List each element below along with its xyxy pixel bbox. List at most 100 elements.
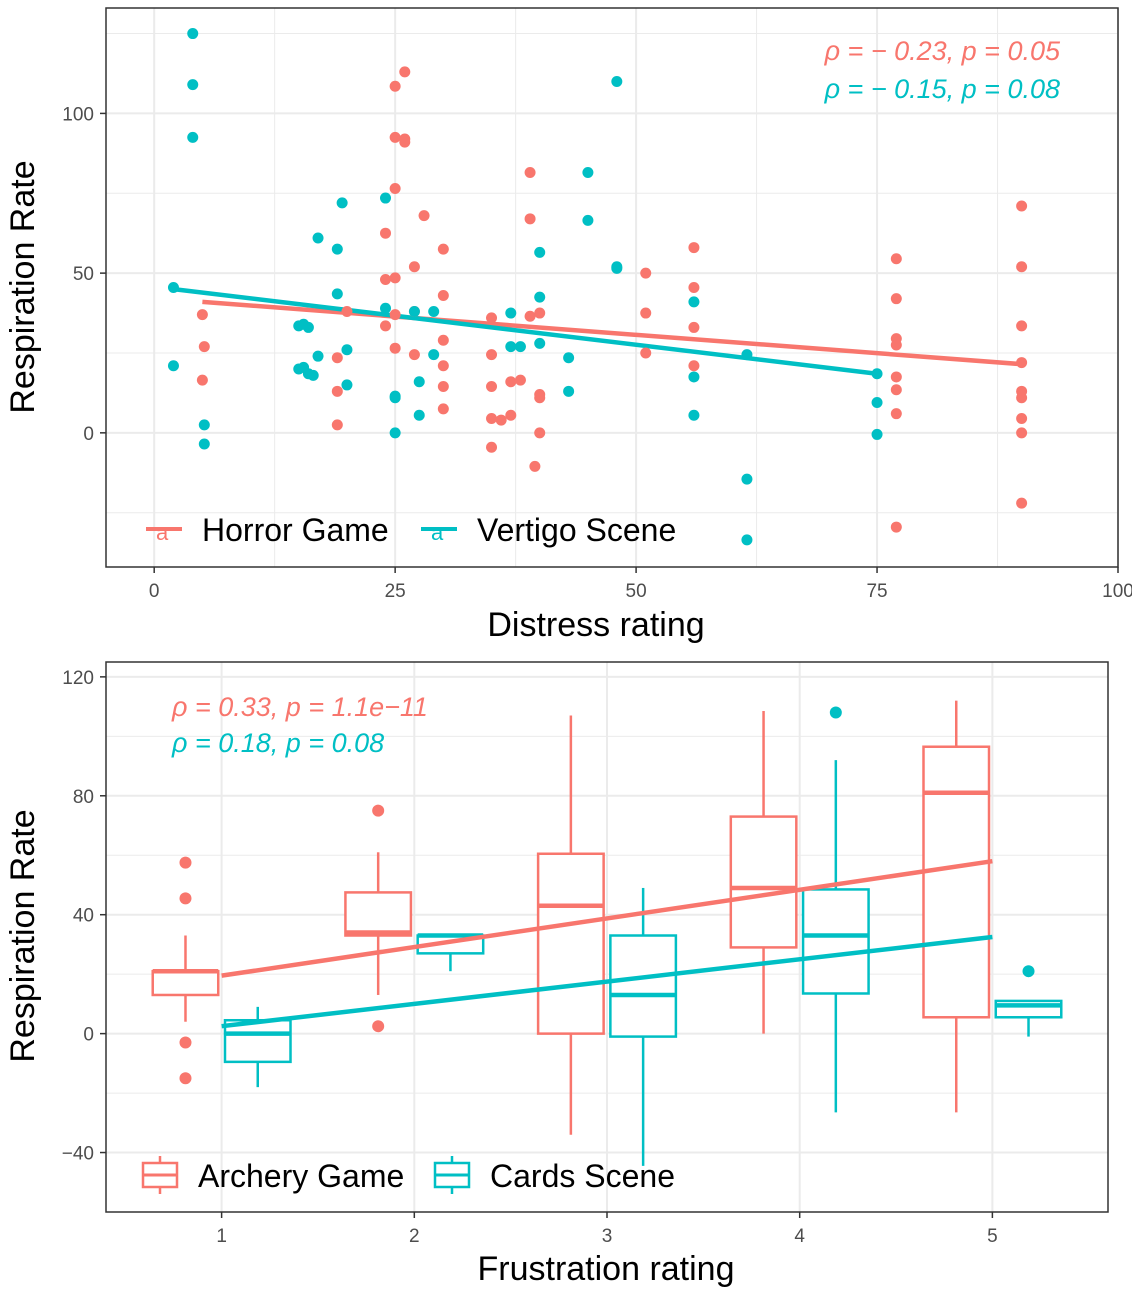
point-vertigo (380, 302, 392, 314)
point-horror (890, 408, 902, 420)
scatter-y-axis-title: Respiration Rate (4, 160, 42, 413)
point-horror (1016, 392, 1028, 404)
point-vertigo (187, 79, 199, 91)
scatter-y-tick-label: 0 (83, 424, 94, 445)
point-horror (331, 419, 343, 431)
annotation-horror-rho: ρ = − 0.23, (824, 36, 962, 66)
point-horror (486, 441, 498, 453)
point-horror (331, 352, 343, 364)
box-archery-iqr (729, 815, 798, 949)
box-archery-outlier (179, 856, 192, 869)
point-vertigo (341, 344, 353, 356)
scatter-annotations: ρ = − 0.23, p = 0.05 ρ = − 0.15, p = 0.0… (824, 36, 1061, 104)
point-vertigo (167, 282, 179, 293)
point-vertigo (341, 379, 353, 391)
point-horror (524, 167, 536, 179)
box-x-tick-label: 1 (216, 1226, 227, 1247)
point-horror (505, 376, 517, 388)
point-vertigo (428, 305, 440, 317)
point-vertigo (514, 341, 526, 353)
legend-label-archery: Archery Game (198, 1158, 404, 1194)
point-vertigo (389, 392, 401, 404)
point-horror (389, 182, 401, 194)
annotation-vertigo-p: p = 0.08 (961, 74, 1060, 104)
box-y-tick-label: 120 (62, 668, 94, 689)
point-vertigo (198, 438, 210, 450)
point-vertigo (534, 246, 546, 258)
point-horror (890, 339, 902, 351)
point-horror (331, 385, 343, 397)
point-horror (196, 374, 208, 386)
point-horror (688, 360, 700, 372)
box-archery-outlier (179, 1036, 192, 1049)
point-horror (890, 521, 902, 533)
point-vertigo (413, 409, 425, 421)
scatter-x-tick-label: 100 (1102, 581, 1132, 602)
point-horror (534, 307, 546, 319)
point-horror (1016, 412, 1028, 424)
point-horror (408, 349, 420, 361)
box-archery-outlier (179, 1072, 192, 1085)
point-vertigo (307, 369, 319, 381)
point-vertigo (582, 167, 594, 179)
box-x-tick-label: 2 (409, 1226, 420, 1247)
annotation-archery-p: p = 1.1e−11 (285, 692, 428, 722)
point-horror (418, 210, 430, 222)
point-horror (380, 320, 392, 332)
box-panel: 1 2 3 4 5 −40 0 40 80 120 ρ = 0.33, p = 1.1e−11 ρ… (4, 661, 1109, 1288)
box-archery-iqr (536, 852, 605, 1035)
point-vertigo (611, 262, 623, 274)
box-cards-outlier (1022, 965, 1035, 978)
annotation-archery: ρ = 0.33, p = 1.1e−11 (171, 692, 428, 722)
legend-key-horror-glyph: a (156, 520, 169, 545)
box-y-axis-title: Respiration Rate (4, 809, 42, 1062)
point-vertigo (413, 376, 425, 388)
point-horror (890, 253, 902, 265)
point-horror (486, 312, 498, 324)
box-cards-iqr (801, 888, 870, 995)
point-vertigo (187, 131, 199, 143)
point-horror (1016, 320, 1028, 332)
annotation-cards-rho: ρ = 0.18, (171, 728, 286, 758)
box-cards-iqr (609, 934, 678, 1038)
box-x-tick-label: 5 (987, 1226, 998, 1247)
annotation-horror-p: p = 0.05 (961, 36, 1061, 66)
point-horror (640, 267, 652, 279)
point-vertigo (389, 427, 401, 439)
point-vertigo (688, 409, 700, 421)
point-vertigo (741, 534, 753, 546)
point-horror (437, 289, 449, 301)
point-vertigo (336, 197, 348, 209)
fit-line-horror (202, 299, 1022, 367)
point-horror (1016, 261, 1028, 273)
scatter-legend: a Horror Game a Vertigo Scene (146, 512, 676, 548)
point-horror (486, 349, 498, 361)
point-vertigo (563, 385, 575, 397)
scatter-panel: 0 25 50 75 100 0 50 100 ρ = − 0.23, p = 0.05 ρ … (4, 7, 1132, 644)
point-horror (380, 274, 392, 286)
point-vertigo (408, 305, 420, 317)
point-horror (389, 342, 401, 354)
box-archery-outlier (372, 1020, 385, 1033)
point-horror (437, 243, 449, 255)
scatter-x-tick-label: 25 (385, 581, 406, 602)
scatter-x-tick-label: 50 (626, 581, 647, 602)
scatter-grid (106, 8, 1119, 567)
point-horror (890, 293, 902, 305)
point-horror (1016, 497, 1028, 509)
box-cards-outlier (829, 706, 842, 719)
box-archery-outlier (179, 892, 192, 905)
point-horror (437, 360, 449, 372)
point-vertigo (534, 291, 546, 303)
box-y-tick-label: 0 (83, 1025, 94, 1046)
box-archery-outlier (372, 804, 385, 817)
point-horror (640, 307, 652, 319)
point-horror (534, 427, 546, 439)
scatter-fit-lines (173, 286, 1022, 376)
point-vertigo (312, 350, 324, 362)
point-vertigo (331, 243, 343, 255)
point-vertigo (198, 419, 210, 431)
point-horror (524, 310, 536, 322)
point-horror (437, 403, 449, 415)
annotation-vertigo: ρ = − 0.15, p = 0.08 (824, 74, 1060, 104)
